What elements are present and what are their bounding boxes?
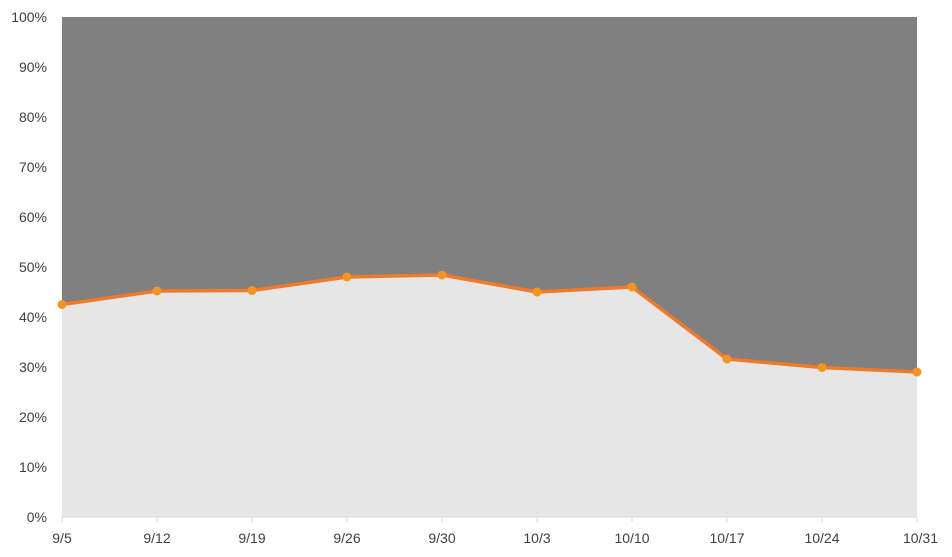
y-tick-label: 60% [19, 209, 47, 225]
x-tick-label: 9/30 [428, 530, 455, 546]
y-axis: 0% 10% 20% 30% 40% 50% 60% 70% 80% 90% 100% [11, 9, 47, 525]
data-point-10-24 [817, 363, 827, 372]
data-point-10-17 [722, 354, 732, 364]
data-point-9-12 [152, 286, 162, 296]
series-line [60, 273, 919, 374]
y-tick-label: 100% [11, 9, 47, 25]
x-tick-label: 10/3 [523, 530, 550, 546]
x-tick-label: 9/5 [52, 530, 72, 546]
data-point-9-26 [342, 272, 352, 282]
area-series-1 [62, 275, 917, 517]
x-tick-label: 9/19 [238, 530, 265, 546]
area-series-2 [62, 17, 917, 372]
data-point-10-31 [912, 367, 922, 377]
data-point-10-3 [532, 287, 542, 297]
plot-area [57, 17, 922, 517]
x-tick-label: 10/24 [804, 530, 839, 546]
y-tick-label: 50% [19, 259, 47, 275]
y-tick-label: 10% [19, 459, 47, 475]
data-point-9-5 [57, 300, 67, 309]
x-tick-label: 10/31 [903, 530, 938, 546]
x-tick-label: 10/10 [614, 530, 649, 546]
y-tick-label: 0% [27, 509, 47, 525]
x-tick-label: 10/17 [709, 530, 744, 546]
y-tick-label: 80% [19, 109, 47, 125]
y-tick-label: 40% [19, 309, 47, 325]
x-tick-label: 9/26 [333, 530, 360, 546]
y-tick-label: 20% [19, 409, 47, 425]
data-point-9-30 [437, 270, 447, 280]
y-tick-label: 70% [19, 159, 47, 175]
x-axis: 9/5 9/12 9/19 9/26 9/30 10/3 10/10 10/17 10/24 10… [52, 516, 938, 546]
y-tick-label: 30% [19, 359, 47, 375]
y-tick-label: 90% [19, 59, 47, 75]
data-point-10-10 [627, 282, 637, 292]
x-tick-label: 9/12 [143, 530, 170, 546]
data-point-9-19 [247, 286, 257, 295]
